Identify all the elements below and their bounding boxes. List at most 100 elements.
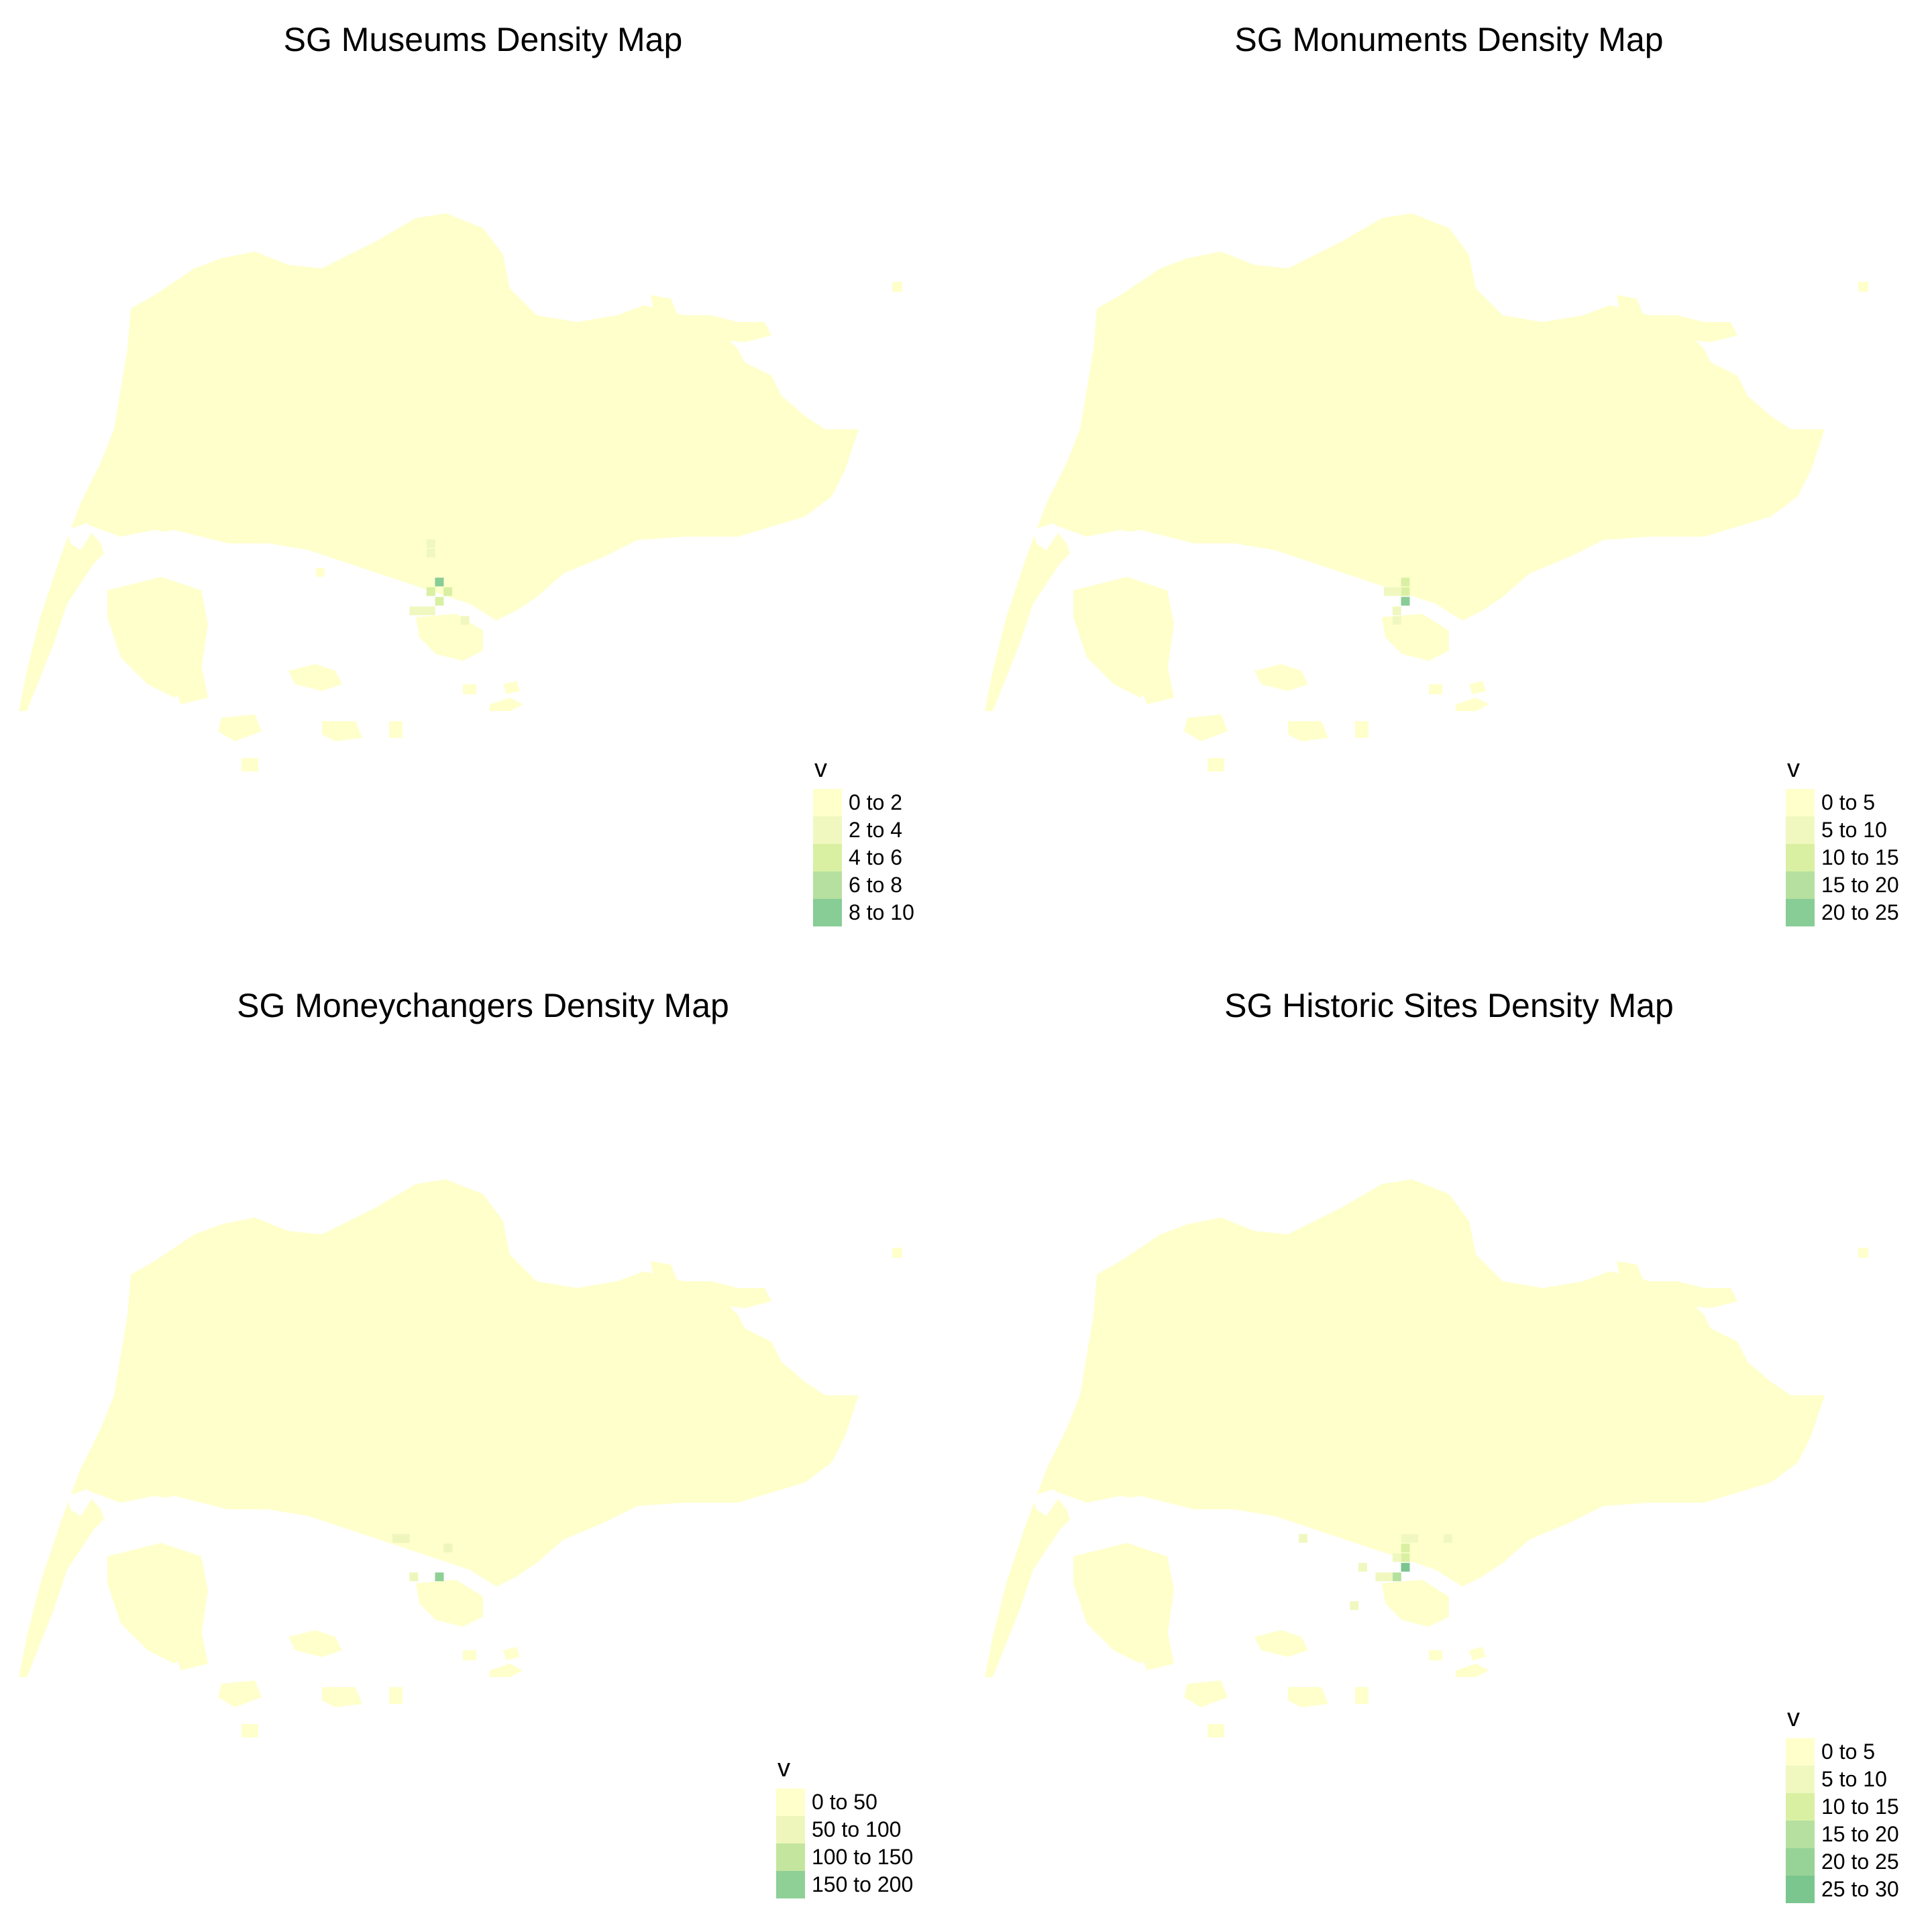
land-island <box>1134 1630 1174 1670</box>
water-channel <box>1050 523 1201 564</box>
land-island <box>1456 698 1489 711</box>
legend-item: 10 to 15 <box>1786 844 1899 871</box>
land-island <box>1355 721 1368 738</box>
land-island <box>1617 295 1737 342</box>
density-cell <box>426 539 435 548</box>
water-channel <box>84 1489 235 1529</box>
land-island <box>1254 1630 1308 1657</box>
density-map <box>985 1179 1868 1737</box>
density-cell <box>1401 1544 1410 1553</box>
density-cell <box>443 1544 453 1553</box>
land-island <box>1429 684 1442 694</box>
land-island <box>1288 1687 1328 1707</box>
density-cell <box>460 616 470 625</box>
legend-items: 0 to 50 50 to 100 100 to 150 150 to 200 <box>776 1788 913 1898</box>
density-map <box>985 213 1868 771</box>
density-cell <box>435 578 444 587</box>
legend-swatch <box>1786 1738 1815 1766</box>
land-mainland <box>19 1179 859 1677</box>
legend-swatch <box>813 816 842 844</box>
density-cell <box>409 606 419 616</box>
legend-label: 100 to 150 <box>812 1845 914 1869</box>
land-island <box>288 664 342 691</box>
legend-item: 8 to 10 <box>813 899 914 926</box>
legend-title: v <box>1787 755 1800 783</box>
legend-title: v <box>777 1754 790 1782</box>
legend-items: 0 to 2 2 to 4 4 to 6 6 to 8 8 to 10 <box>813 789 914 926</box>
legend-item: 10 to 15 <box>1786 1793 1899 1821</box>
land-island <box>416 1580 483 1627</box>
legend-label: 15 to 20 <box>1821 1822 1899 1846</box>
legend-item: 0 to 5 <box>1786 789 1899 816</box>
legend-label: 0 to 50 <box>812 1790 877 1814</box>
density-cell <box>418 606 427 616</box>
land-island <box>1858 282 1868 292</box>
legend-swatch <box>813 899 842 926</box>
land-island <box>389 1687 402 1704</box>
land-island <box>1355 1687 1368 1704</box>
legend-items: 0 to 5 5 to 10 10 to 15 15 to 20 20 to 25 <box>1786 789 1899 926</box>
legend-label: 5 to 10 <box>1821 1767 1887 1791</box>
density-cell <box>1384 1572 1393 1582</box>
legend-item: 4 to 6 <box>813 844 914 871</box>
land-island <box>241 1724 258 1737</box>
density-cell <box>1401 578 1410 587</box>
legend-item: 100 to 150 <box>776 1843 913 1871</box>
density-cell <box>400 1534 410 1543</box>
water-channel <box>1033 1489 1060 1516</box>
legend-label: 10 to 15 <box>1821 845 1899 869</box>
land-mainland <box>985 1179 1825 1677</box>
legend: v 0 to 5 5 to 10 10 to 15 15 to 20 20 to 25 2… <box>1786 1704 1899 1903</box>
panel-title: SG Historic Sites Density Map <box>1224 987 1674 1024</box>
legend-item: 5 to 10 <box>1786 816 1899 844</box>
density-cell <box>1444 1534 1452 1543</box>
land-island <box>503 1647 520 1660</box>
land-island <box>1858 1248 1868 1258</box>
legend-item: 15 to 20 <box>1786 1821 1899 1848</box>
legend-label: 5 to 10 <box>1821 818 1887 842</box>
water-channel <box>1050 1489 1201 1529</box>
legend-item: 50 to 100 <box>776 1816 913 1843</box>
land-island <box>241 758 258 771</box>
density-cell <box>1392 1572 1401 1582</box>
land-island <box>389 721 402 738</box>
land-island <box>651 295 771 342</box>
land-island <box>288 1630 342 1657</box>
legend-swatch <box>776 1816 805 1843</box>
density-map <box>19 213 902 771</box>
legend-swatch <box>1786 871 1815 899</box>
legend-item: 15 to 20 <box>1786 871 1899 899</box>
land-island <box>1288 721 1328 741</box>
legend-swatch <box>1786 1848 1815 1876</box>
legend-label: 8 to 10 <box>849 900 914 924</box>
land-island <box>1469 681 1486 694</box>
density-cell <box>1401 1553 1410 1562</box>
legend: v 0 to 5 5 to 10 10 to 15 15 to 20 20 to 25 <box>1786 755 1899 926</box>
legend-label: 2 to 4 <box>849 818 903 842</box>
density-cell <box>426 606 435 616</box>
panel-museums: SG Museums Density Map v 0 to 2 2 to 4 4 t… <box>0 0 966 966</box>
legend-swatch <box>1786 1793 1815 1821</box>
density-cell <box>1384 587 1393 596</box>
legend-swatch <box>776 1788 805 1816</box>
legend-swatch <box>1786 899 1815 926</box>
legend-label: 20 to 25 <box>1821 1849 1899 1874</box>
density-cell <box>1401 587 1410 596</box>
legend-label: 0 to 5 <box>1821 790 1876 814</box>
legend-item: 0 to 5 <box>1786 1738 1899 1766</box>
land-island <box>892 1248 902 1258</box>
legend-item: 20 to 25 <box>1786 1848 1899 1876</box>
legend-item: 5 to 10 <box>1786 1766 1899 1793</box>
legend-label: 4 to 6 <box>849 845 903 869</box>
land-island <box>1617 1261 1737 1308</box>
land-mainland <box>985 213 1825 711</box>
legend-swatch <box>813 871 842 899</box>
land-island <box>1073 577 1174 698</box>
land-island <box>218 714 262 741</box>
land-island <box>1456 1664 1489 1677</box>
land-mainland <box>19 213 859 711</box>
land-island <box>463 1650 476 1660</box>
legend: v 0 to 50 50 to 100 100 to 150 150 to 200 <box>776 1754 913 1898</box>
land-island <box>892 282 902 292</box>
legend-label: 20 to 25 <box>1821 900 1899 924</box>
